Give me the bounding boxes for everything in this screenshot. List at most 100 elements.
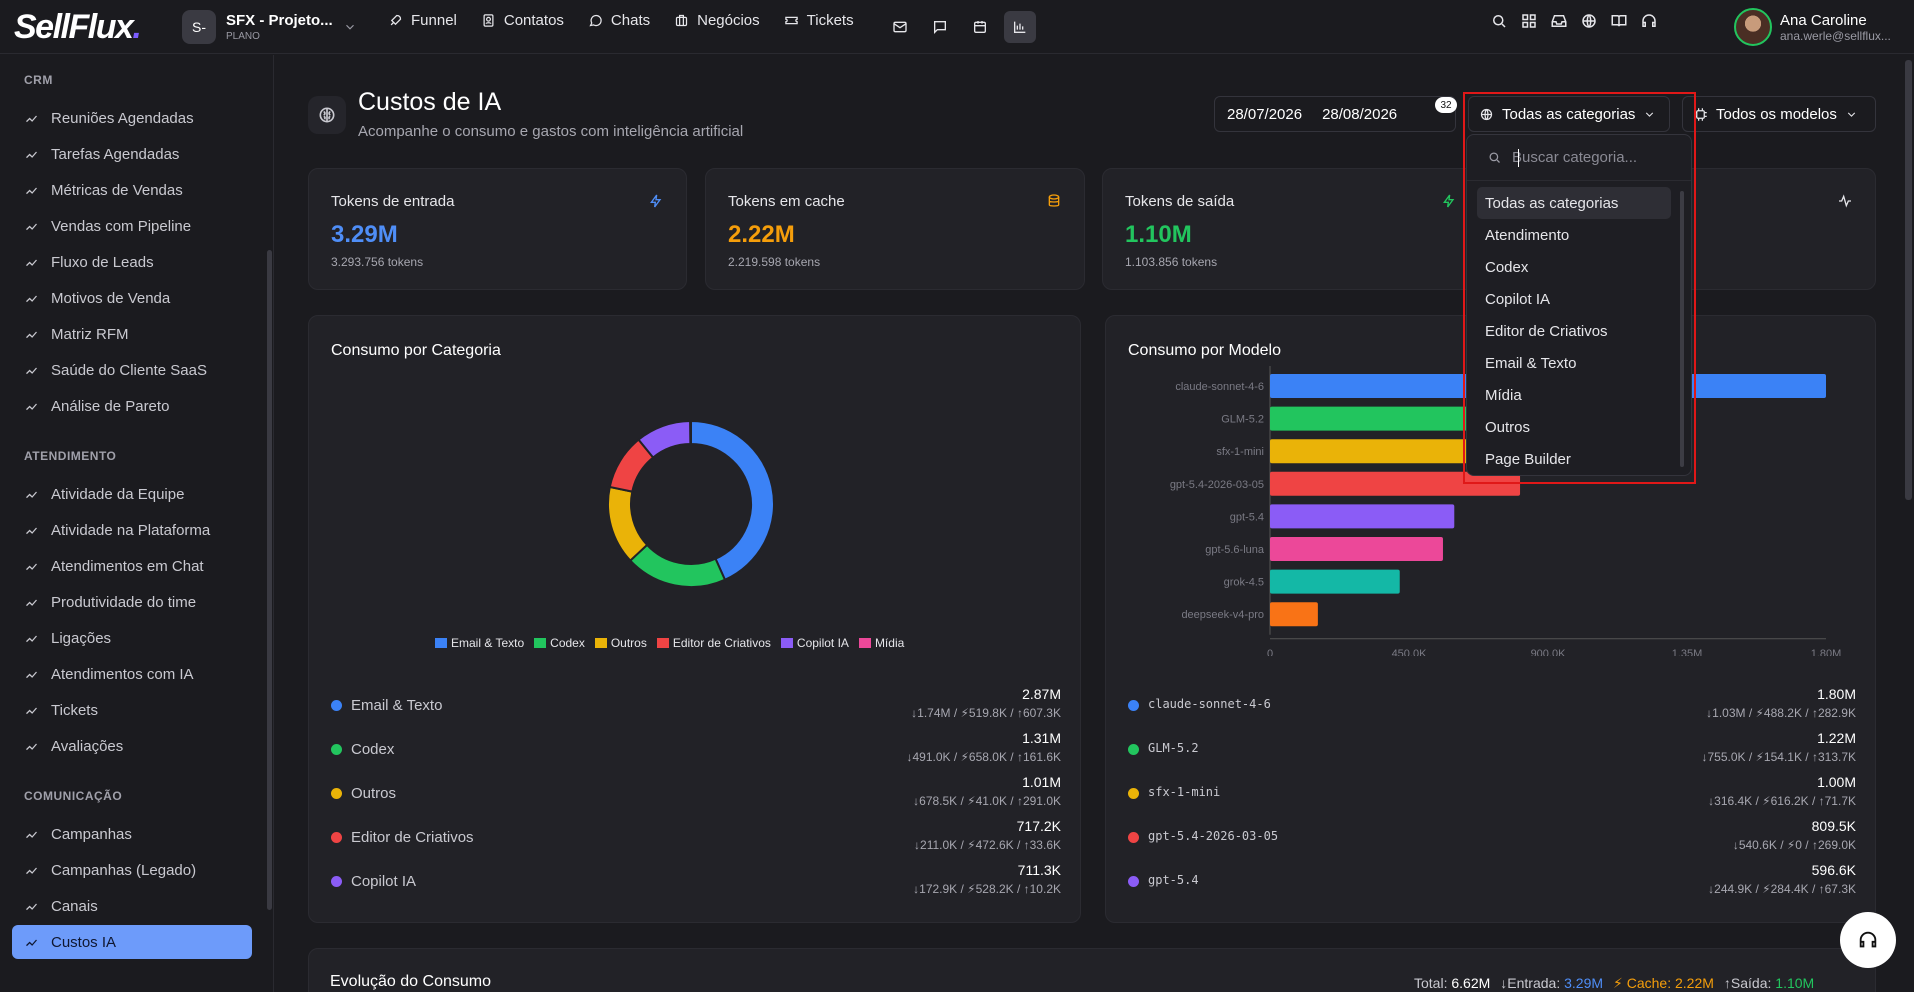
data-row: Outros 1.01M ↓678.5K / ⚡41.0K / ↑291.0K (331, 774, 1061, 814)
menu-item-icon (26, 831, 37, 838)
nav-chats-label: Chats (610, 12, 651, 29)
help-button[interactable] (1840, 912, 1896, 968)
sidebar-item[interactable]: Análise de Pareto (12, 389, 252, 423)
row-name: Email & Texto (351, 697, 443, 714)
donut-slice[interactable] (607, 485, 649, 562)
y-tick-label: deepseek-v4-pro (1181, 609, 1264, 621)
y-tick-label: gpt-5.4-2026-03-05 (1170, 479, 1264, 491)
reports-button[interactable] (1004, 11, 1036, 43)
bar[interactable] (1270, 471, 1521, 496)
nav-chats[interactable]: Chats (588, 12, 650, 29)
row-total: 1.31M (1022, 730, 1061, 746)
evolution-card (308, 948, 1876, 992)
inbox-icon[interactable] (1550, 12, 1568, 30)
tool-icons (1490, 12, 1658, 30)
legend-swatch (858, 638, 871, 648)
dropdown-scrollbar[interactable] (1680, 191, 1684, 467)
sidebar-item[interactable]: Atividade na Plataforma (12, 513, 252, 547)
sidebar-item[interactable]: Custos IA (12, 925, 252, 959)
cache-value: 2.22M (1675, 975, 1714, 991)
category-card: Consumo por Categoria Email & Texto Codex… (308, 315, 1081, 923)
sidebar-item-label: Canais (51, 897, 98, 915)
book-icon[interactable] (1610, 12, 1628, 30)
sidebar-item[interactable]: Matriz RFM (12, 317, 252, 351)
series-dot (1128, 832, 1139, 843)
sidebar-item[interactable]: Vendas com Pipeline (12, 209, 252, 243)
row-total: 596.6K (1811, 862, 1856, 878)
dropdown-option[interactable]: Todas as categorias (1477, 187, 1671, 219)
sidebar-item[interactable]: Produtividade do time (12, 585, 252, 619)
sidebar-item-label: Motivos de Venda (51, 289, 171, 307)
sidebar-item[interactable]: Avaliações (12, 729, 252, 763)
donut-slice[interactable] (689, 419, 692, 446)
series-dot (331, 832, 342, 843)
nav-tickets[interactable]: Tickets (784, 12, 854, 29)
row-breakdown: ↓491.0K / ⚡658.0K / ↑161.6K (906, 750, 1061, 764)
y-tick-label: sfx-1-mini (1216, 446, 1264, 458)
dropdown-option[interactable]: Copilot IA (1485, 290, 1551, 308)
row-total: 711.3K (1017, 862, 1061, 878)
calendar-button[interactable] (964, 11, 996, 43)
model-filter[interactable]: Todos os modelos (1682, 96, 1876, 132)
nav-contatos[interactable]: Contatos (481, 12, 564, 29)
user-menu[interactable]: Ana Caroline ana.werle@sellflux... (1734, 8, 1891, 46)
sidebar-item[interactable]: Tarefas Agendadas (12, 137, 252, 171)
sidebar-item[interactable]: Atividade da Equipe (12, 477, 252, 511)
sidebar-item[interactable]: Reuniões Agendadas (12, 101, 252, 135)
legend-swatch (435, 638, 447, 648)
nav-negocios[interactable]: Negócios (674, 12, 760, 29)
dropdown-option[interactable]: Mídia (1485, 386, 1522, 404)
main-scrollbar[interactable] (1905, 60, 1912, 500)
sidebar-item[interactable]: Atendimentos em Chat (12, 549, 252, 583)
out-label: ↑Saída: (1723, 975, 1772, 991)
menu-item-icon (26, 599, 37, 606)
nav-funnel[interactable]: Funnel (388, 12, 457, 29)
sidebar-item[interactable]: Saúde do Cliente SaaS (12, 353, 252, 387)
model-card-title: Consumo por Modelo (1128, 342, 1281, 359)
project-selector[interactable]: S- SFX - Projeto... PLANO (182, 9, 357, 45)
nav-contatos-label: Contatos (503, 12, 564, 29)
bar[interactable] (1270, 569, 1400, 594)
sidebar-item[interactable]: Campanhas (Legado) (12, 853, 252, 887)
bar[interactable] (1270, 537, 1443, 561)
dropdown-option[interactable]: Atendimento (1485, 226, 1570, 244)
sidebar-item[interactable]: Atendimentos com IA (12, 657, 252, 691)
row-breakdown: ↓316.4K / ⚡616.2K / ↑71.7K (1708, 794, 1856, 808)
dropdown-option[interactable]: Outros (1485, 418, 1531, 436)
sidebar-item[interactable]: Tickets (12, 693, 252, 727)
menu-item-icon (26, 671, 37, 678)
mail-button[interactable] (884, 11, 916, 43)
grid-icon[interactable] (1520, 12, 1538, 30)
sidebar-item[interactable]: Métricas de Vendas (12, 173, 252, 207)
category-search-input[interactable] (1512, 149, 1672, 166)
in-value: 3.29M (1564, 975, 1604, 991)
bar[interactable] (1270, 504, 1455, 529)
category-filter[interactable]: Todas as categorias (1468, 96, 1670, 132)
project-badge: S- (182, 10, 216, 44)
sidebar-item[interactable]: Ligações (12, 621, 252, 655)
donut-slice[interactable] (690, 419, 775, 582)
sidebar-scrollbar[interactable] (267, 250, 272, 910)
logo[interactable]: SellFlux. (14, 8, 142, 46)
dropdown-option[interactable]: Codex (1485, 258, 1529, 276)
row-name: claude-sonnet-4-6 (1148, 697, 1271, 711)
project-name: SFX - Projeto... (226, 12, 333, 29)
globe-icon[interactable] (1580, 12, 1598, 30)
dropdown-option[interactable]: Email & Texto (1485, 354, 1577, 372)
sidebar-item-label: Análise de Pareto (51, 397, 170, 415)
dropdown-option[interactable]: Editor de Criativos (1485, 322, 1608, 340)
donut-slice[interactable] (628, 543, 727, 588)
sidebar-item[interactable]: Campanhas (12, 817, 252, 851)
data-row: sfx-1-mini 1.00M ↓316.4K / ⚡616.2K / ↑71.7… (1128, 774, 1856, 814)
sidebar-item[interactable]: Motivos de Venda (12, 281, 252, 315)
headset-icon[interactable] (1640, 12, 1658, 30)
kpi-label: Tokens de saída (1125, 193, 1235, 210)
bar[interactable] (1270, 602, 1318, 627)
search-icon[interactable] (1490, 12, 1508, 30)
message-button[interactable] (924, 11, 956, 43)
sidebar-item[interactable]: Canais (12, 889, 252, 923)
legend-swatch (594, 638, 607, 648)
sidebar-item[interactable]: Fluxo de Leads (12, 245, 252, 279)
dropdown-option[interactable]: Page Builder (1485, 450, 1571, 468)
date-range-picker[interactable]: 28/07/2026 28/08/2026 (1214, 96, 1456, 132)
